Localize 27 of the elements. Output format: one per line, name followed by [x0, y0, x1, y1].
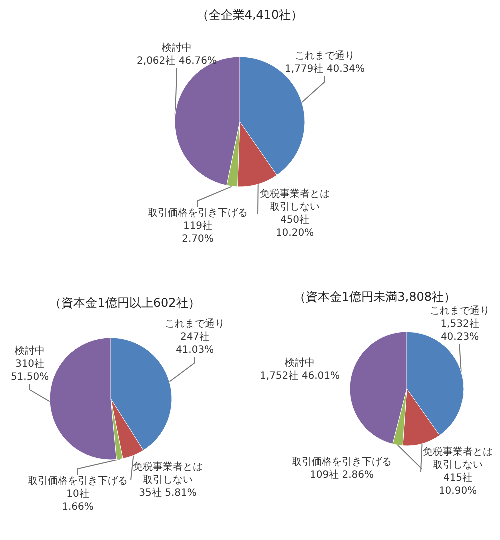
slice-label: これまで通り [295, 50, 355, 62]
chart-title: （全企業4,410社） [196, 8, 304, 22]
slice-label: 免税事業者とは取引しない [260, 188, 330, 213]
data-label: 415社 10.90% [438, 472, 478, 497]
chart-title: （資本金1億円未満3,808社） [294, 290, 456, 304]
slice-label: 取引価格を引き下げる [28, 475, 128, 487]
slice-label: 免税事業者とは取引しない [133, 461, 203, 486]
data-label: 310社 51.50% [10, 358, 50, 383]
data-label: 1,532社 40.23% [440, 318, 480, 343]
data-label: 1,779社 40.34% [285, 63, 365, 75]
data-label: 2,062社 46.76% [137, 55, 217, 67]
slice-label: 検討中 [285, 357, 315, 369]
slice-label: 取引価格を引き下げる [148, 207, 248, 219]
data-label: 35社 5.81% [139, 487, 197, 499]
slice-label: 検討中 [15, 345, 45, 357]
slice-label: 検討中 [162, 42, 192, 54]
slice-label: 取引価格を引き下げる [292, 456, 392, 468]
data-label: 109社 2.86% [310, 469, 374, 481]
slice-label: 免税事業者とは取引しない [423, 446, 493, 471]
data-label: 10社 1.66% [62, 488, 94, 513]
data-label: 119社 2.70% [182, 220, 214, 245]
slice-label: これまで通り [165, 318, 225, 330]
chart-title: （資本金1億円以上602社） [50, 296, 200, 310]
data-label: 247社 41.03% [176, 331, 214, 356]
slice-label: これまで通り [430, 305, 490, 317]
data-label: 450社 10.20% [276, 214, 314, 239]
data-label: 1,752社 46.01% [260, 370, 340, 382]
